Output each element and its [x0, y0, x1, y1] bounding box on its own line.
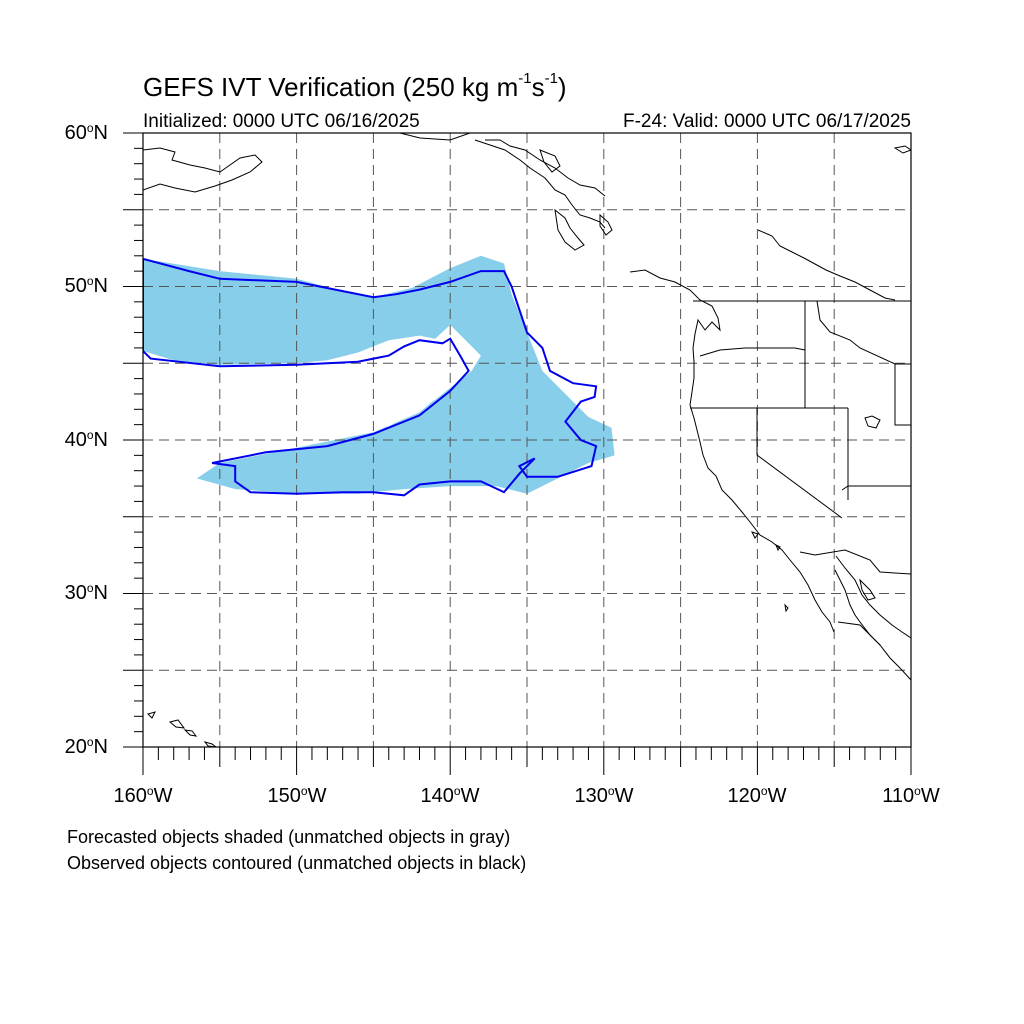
observed-object-contour	[143, 257, 598, 497]
valid-time: F-24: Valid: 0000 UTC 06/17/2025	[623, 111, 911, 132]
observed-note: Observed objects contoured (unmatched ob…	[67, 853, 527, 873]
lat-label-60n: 60oN	[64, 121, 108, 144]
lat-label-40n: 40oN	[64, 428, 108, 451]
lon-label-120w: 120oW	[727, 784, 787, 807]
axis-ticks	[123, 132, 912, 775]
lat-label-20n: 20oN	[64, 735, 108, 758]
lon-label-110w: 110oW	[882, 784, 940, 807]
lon-label-140w: 140oW	[420, 784, 480, 807]
lat-label-30n: 30oN	[64, 581, 108, 604]
initialized-time: Initialized: 0000 UTC 06/16/2025	[143, 111, 420, 132]
lon-label-160w: 160oW	[113, 784, 173, 807]
lon-label-150w: 150oW	[267, 784, 327, 807]
forecast-note: Forecasted objects shaded (unmatched obj…	[67, 827, 511, 847]
forecast-object-shaded	[143, 255, 615, 494]
coastlines-and-borders	[143, 133, 911, 747]
forecast-object-inner-gap	[327, 324, 481, 439]
lon-label-130w: 130oW	[574, 784, 634, 807]
lat-label-50n: 50oN	[64, 274, 108, 297]
chart-title: GEFS IVT Verification (250 kg m-1s-1)	[143, 70, 567, 102]
